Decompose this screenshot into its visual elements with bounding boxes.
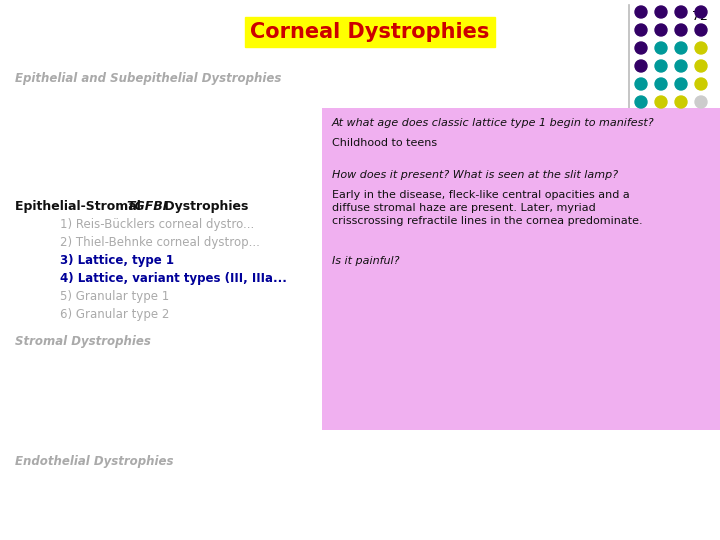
Circle shape [695, 24, 707, 36]
Text: TGFBI: TGFBI [126, 200, 167, 213]
Circle shape [655, 60, 667, 72]
Circle shape [635, 6, 647, 18]
Circle shape [695, 96, 707, 108]
Text: Childhood to teens: Childhood to teens [332, 138, 437, 148]
Circle shape [675, 78, 687, 90]
Text: Stromal Dystrophies: Stromal Dystrophies [15, 335, 151, 348]
Text: Early in the disease, fleck-like central opacities and a
diffuse stromal haze ar: Early in the disease, fleck-like central… [332, 190, 643, 226]
Text: 5) Granular type 1: 5) Granular type 1 [60, 290, 169, 303]
Text: 72: 72 [692, 10, 708, 23]
FancyBboxPatch shape [322, 108, 720, 430]
Circle shape [695, 6, 707, 18]
Circle shape [655, 96, 667, 108]
Text: 6) Granular type 2: 6) Granular type 2 [60, 308, 169, 321]
Text: 1) Reis-Bücklers corneal dystro...: 1) Reis-Bücklers corneal dystro... [60, 218, 254, 231]
Circle shape [695, 78, 707, 90]
Circle shape [635, 42, 647, 54]
Circle shape [675, 42, 687, 54]
Circle shape [655, 78, 667, 90]
Text: Is it painful?: Is it painful? [332, 256, 400, 266]
Text: How does it present? What is seen at the slit lamp?: How does it present? What is seen at the… [332, 170, 618, 180]
Circle shape [635, 60, 647, 72]
Text: 4) Lattice, variant types (III, IIIa...: 4) Lattice, variant types (III, IIIa... [60, 272, 287, 285]
Text: Epithelial-Stromal: Epithelial-Stromal [15, 200, 145, 213]
Circle shape [695, 42, 707, 54]
Circle shape [655, 6, 667, 18]
Circle shape [635, 96, 647, 108]
Text: Dystrophies: Dystrophies [160, 200, 248, 213]
Text: At what age does classic lattice type 1 begin to manifest?: At what age does classic lattice type 1 … [332, 118, 654, 128]
Circle shape [675, 6, 687, 18]
Text: 3) Lattice, type 1: 3) Lattice, type 1 [60, 254, 174, 267]
Circle shape [655, 24, 667, 36]
Text: Epithelial and Subepithelial Dystrophies: Epithelial and Subepithelial Dystrophies [15, 72, 282, 85]
Circle shape [655, 42, 667, 54]
Text: Corneal Dystrophies: Corneal Dystrophies [251, 22, 490, 42]
Text: Endothelial Dystrophies: Endothelial Dystrophies [15, 455, 174, 468]
Circle shape [635, 24, 647, 36]
Circle shape [675, 96, 687, 108]
Circle shape [675, 24, 687, 36]
Circle shape [675, 60, 687, 72]
Circle shape [635, 78, 647, 90]
Text: 2) Thiel-Behnke corneal dystrop...: 2) Thiel-Behnke corneal dystrop... [60, 236, 260, 249]
Circle shape [695, 60, 707, 72]
